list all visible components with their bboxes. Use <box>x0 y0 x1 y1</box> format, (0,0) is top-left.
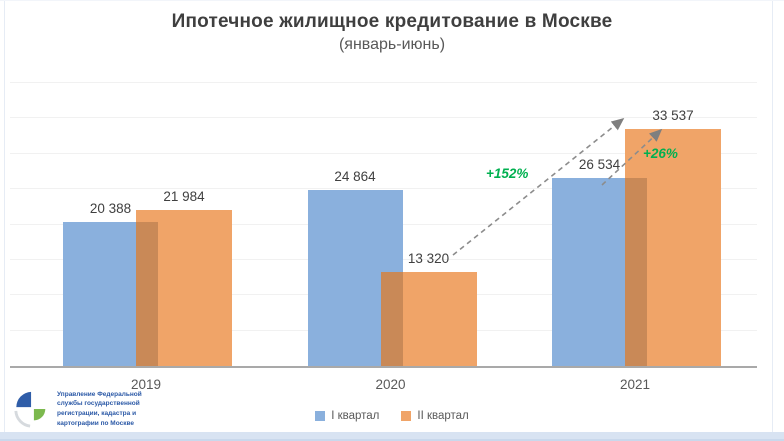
x-axis-label-2021: 2021 <box>619 377 651 392</box>
annotation-152-percent: +152% <box>486 166 529 181</box>
logo-line-2: службы государственной <box>57 400 140 408</box>
bar-overlap-2019 <box>136 221 158 366</box>
annotation-26-percent: +26% <box>643 146 678 161</box>
slide-left-border <box>4 1 5 441</box>
value-label-q2-2020: 13 320 <box>407 250 450 266</box>
legend-item-1: I квартал <box>315 410 379 422</box>
x-axis-label-2019: 2019 <box>130 377 162 392</box>
value-label-q1-2020: 24 864 <box>334 169 376 185</box>
legend-item-2: II квартал <box>401 410 469 422</box>
gridline-40000 <box>10 82 757 83</box>
legend-swatch-2 <box>401 411 412 421</box>
value-label-q1-2021: 26 534 <box>578 157 621 173</box>
chart-title: Ипотечное жилищное кредитование в Москве <box>171 11 613 32</box>
value-label-q1-2019: 20 388 <box>89 200 132 216</box>
rosreestr-logo: Управление Федеральной службы государств… <box>13 388 149 430</box>
x-axis-label-2020: 2020 <box>375 377 406 392</box>
logo-line-4: картографии по Москве <box>57 419 134 427</box>
value-label-q2-2019: 21 984 <box>163 189 205 205</box>
rosreestr-caption: Управление Федеральной службы государств… <box>57 390 149 429</box>
value-label-q2-2021: 33 537 <box>652 107 694 123</box>
gridline-30000 <box>10 152 757 154</box>
bar-overlap-2021 <box>625 178 647 366</box>
gridline-35000 <box>10 117 757 119</box>
slide-bottom-band <box>0 432 784 441</box>
logo-line-3: регистрации, кадастра и <box>57 410 137 417</box>
chart-subtitle: (январь-июнь) <box>338 36 446 53</box>
bar-overlap-2020 <box>380 271 403 366</box>
title-block: Ипотечное жилищное кредитование в Москве… <box>0 11 784 54</box>
rosreestr-emblem-icon <box>14 391 46 428</box>
legend-swatch-1 <box>315 411 326 421</box>
plot-area: 20 388 21 984 24 864 13 320 26 534 33 537 <box>10 82 757 368</box>
gridline-25000 <box>10 188 757 190</box>
legend-label-1: I квартал <box>331 410 380 422</box>
legend-label-2: II квартал <box>417 410 469 422</box>
legend: I квартал II квартал <box>0 410 784 422</box>
logo-line-1: Управление Федеральной <box>57 390 142 398</box>
slide-right-border <box>772 1 773 441</box>
